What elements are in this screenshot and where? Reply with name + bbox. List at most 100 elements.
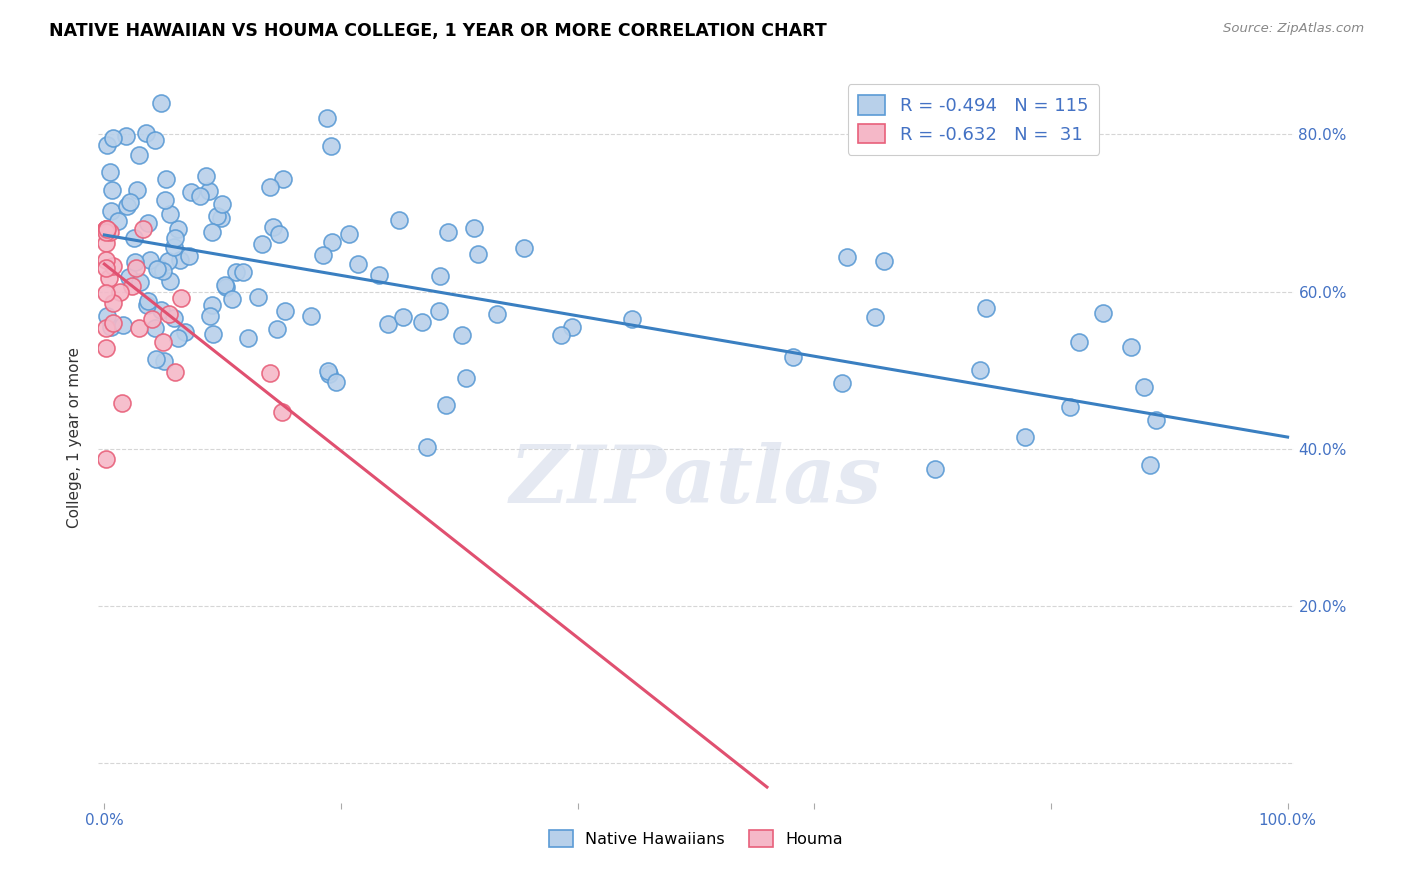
Point: [873, 253, 896, 268]
Point: [118, 194, 141, 209]
Point: [368, 268, 391, 283]
Point: [201, 226, 224, 240]
Point: [1121, 340, 1143, 354]
Point: [97, 271, 120, 285]
Point: [427, 303, 450, 318]
Point: [103, 259, 125, 273]
Point: [169, 252, 191, 267]
Point: [98, 225, 121, 239]
Point: [247, 290, 270, 304]
Point: [225, 264, 247, 278]
Point: [198, 310, 221, 324]
Point: [94, 221, 117, 235]
Point: [392, 310, 415, 325]
Point: [434, 398, 457, 412]
Point: [165, 365, 187, 379]
Point: [163, 311, 186, 326]
Point: [232, 265, 254, 279]
Text: NATIVE HAWAIIAN VS HOUMA COLLEGE, 1 YEAR OR MORE CORRELATION CHART: NATIVE HAWAIIAN VS HOUMA COLLEGE, 1 YEAR…: [49, 22, 827, 40]
Point: [262, 219, 284, 234]
Point: [159, 207, 181, 221]
Point: [271, 172, 294, 186]
Point: [451, 328, 474, 343]
Point: [143, 133, 166, 147]
Point: [138, 216, 160, 230]
Point: [129, 275, 152, 289]
Point: [145, 352, 167, 367]
Point: [96, 286, 118, 301]
Point: [94, 452, 117, 467]
Text: ZIPatlas: ZIPatlas: [510, 442, 882, 520]
Point: [107, 214, 129, 228]
Point: [173, 326, 195, 340]
Point: [166, 222, 188, 236]
Point: [132, 221, 155, 235]
Point: [429, 269, 451, 284]
Point: [96, 235, 118, 250]
Point: [201, 298, 224, 312]
Point: [316, 364, 339, 378]
Point: [135, 126, 157, 140]
Point: [125, 260, 148, 275]
Point: [316, 112, 339, 126]
Point: [98, 165, 121, 179]
Point: [837, 250, 859, 264]
Point: [153, 353, 176, 368]
Point: [101, 183, 124, 197]
Point: [1132, 380, 1154, 394]
Point: [321, 235, 343, 249]
Point: [157, 307, 180, 321]
Point: [128, 321, 150, 335]
Point: [274, 303, 297, 318]
Point: [236, 331, 259, 345]
Point: [96, 221, 118, 235]
Point: [267, 227, 290, 241]
Point: [270, 404, 292, 418]
Point: [163, 240, 186, 254]
Point: [141, 312, 163, 326]
Point: [108, 285, 131, 300]
Point: [136, 298, 159, 312]
Point: [103, 131, 125, 145]
Point: [782, 350, 804, 364]
Text: Source: ZipAtlas.com: Source: ZipAtlas.com: [1223, 22, 1364, 36]
Point: [153, 193, 176, 207]
Point: [167, 331, 190, 345]
Point: [1144, 413, 1167, 427]
Point: [974, 301, 997, 316]
Point: [377, 318, 399, 332]
Point: [388, 212, 411, 227]
Point: [94, 253, 117, 268]
Point: [180, 185, 202, 199]
Point: [96, 137, 118, 152]
Point: [100, 320, 122, 334]
Point: [1014, 430, 1036, 444]
Point: [124, 254, 146, 268]
Point: [205, 209, 228, 223]
Legend: Native Hawaiians, Houma: Native Hawaiians, Houma: [543, 823, 849, 854]
Point: [138, 253, 160, 268]
Point: [454, 371, 477, 385]
Point: [179, 249, 201, 263]
Point: [485, 307, 508, 321]
Point: [214, 277, 236, 292]
Point: [411, 315, 433, 329]
Point: [463, 221, 485, 235]
Point: [194, 169, 217, 184]
Point: [318, 368, 340, 382]
Point: [125, 183, 148, 197]
Point: [1139, 458, 1161, 472]
Point: [561, 319, 583, 334]
Point: [94, 225, 117, 239]
Point: [152, 334, 174, 349]
Point: [1067, 335, 1090, 350]
Point: [250, 236, 273, 251]
Point: [136, 293, 159, 308]
Point: [969, 363, 991, 377]
Point: [148, 260, 170, 275]
Point: [128, 148, 150, 162]
Point: [96, 221, 118, 235]
Point: [325, 375, 347, 389]
Point: [211, 197, 233, 211]
Point: [215, 280, 238, 294]
